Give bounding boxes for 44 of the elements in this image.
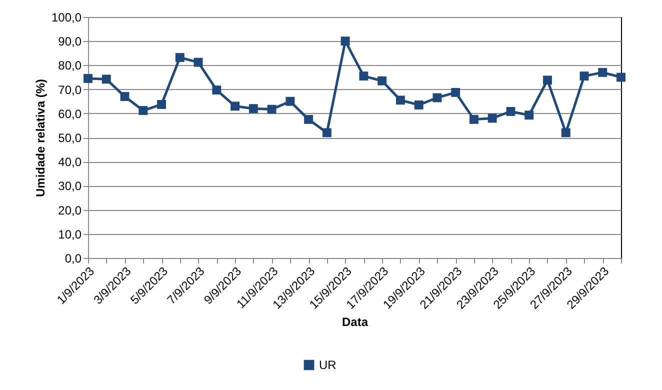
point	[322, 128, 332, 138]
point	[267, 104, 276, 114]
point	[212, 86, 222, 94]
point	[543, 76, 552, 85]
point	[304, 114, 314, 124]
point	[138, 106, 148, 115]
point	[230, 102, 240, 111]
point	[561, 128, 570, 138]
point	[175, 53, 184, 62]
y-tick-label: 80,0	[58, 58, 82, 73]
y-axis-title: Umidade relativa (%)	[33, 78, 48, 198]
point	[396, 96, 405, 105]
y-tick-label: 10,0	[58, 227, 82, 242]
point	[340, 36, 350, 46]
y-tick-label: 100,0	[51, 10, 82, 24]
point	[286, 96, 295, 106]
y-tick-label: 40,0	[58, 155, 82, 170]
point	[194, 58, 203, 67]
point	[488, 114, 497, 123]
point	[616, 72, 626, 82]
point	[598, 68, 608, 77]
point	[359, 72, 368, 81]
point	[414, 100, 424, 110]
y-tick-label: 0,0	[64, 252, 82, 266]
y-tick-label: 60,0	[58, 106, 82, 121]
y-tick-label: 50,0	[58, 131, 82, 145]
point	[157, 100, 166, 109]
point	[451, 88, 460, 97]
point	[524, 110, 534, 120]
point	[248, 104, 258, 114]
legend-label: UR	[319, 358, 337, 372]
y-tick-label: 70,0	[58, 82, 82, 97]
point	[378, 76, 387, 86]
point	[432, 93, 442, 102]
point	[120, 92, 130, 101]
y-tick-label: 20,0	[58, 203, 82, 218]
point	[506, 107, 516, 116]
point	[102, 74, 111, 84]
y-tick-label: 90,0	[58, 34, 82, 49]
point	[84, 74, 92, 83]
y-tick-label: 30,0	[58, 179, 82, 194]
point	[580, 72, 589, 81]
x-axis-title: Data	[342, 315, 368, 330]
point	[469, 114, 478, 124]
